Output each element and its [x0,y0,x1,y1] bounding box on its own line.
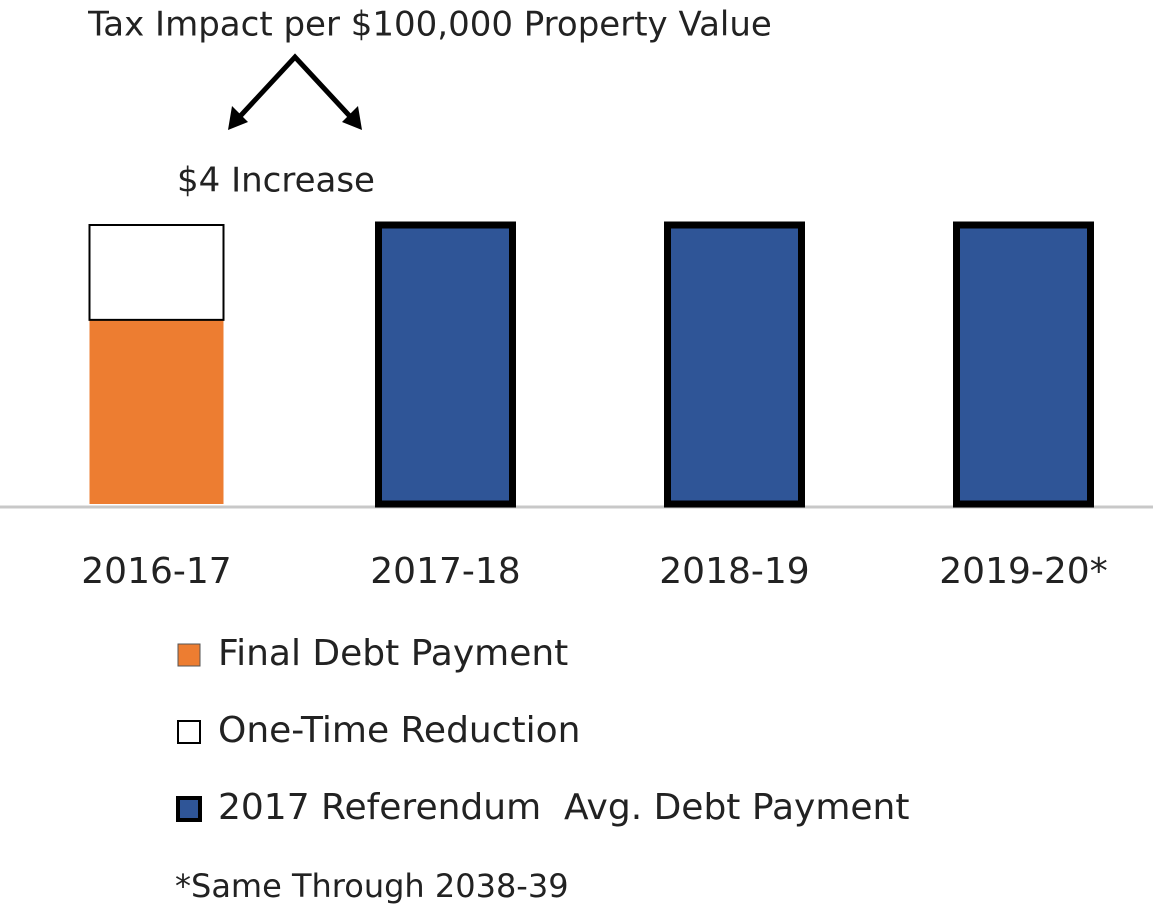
arrow-head-right [342,106,362,130]
x-tick-label: 2018-19 [659,551,809,592]
bar-segment [89,319,224,504]
footnote: *Same Through 2038-39 [175,867,569,905]
legend-label: One-Time Reduction [218,710,581,751]
x-tick-label: 2016-17 [81,551,231,592]
chart-title: Tax Impact per $100,000 Property Value [87,5,772,45]
legend-swatch [176,796,202,822]
bar-segment [664,221,805,508]
arrow-head-left [228,106,248,130]
bar-segment [375,221,516,508]
annotation: $4 Increase [177,161,375,201]
x-tick-label: 2019-20* [939,551,1107,592]
bar-segment [88,224,225,321]
legend-swatch [177,720,201,744]
legend-label: Final Debt Payment [218,633,568,674]
arrow-lines [230,53,360,127]
legend-swatch [177,643,201,667]
bar-segment [953,221,1094,508]
legend-label: 2017 Referendum Avg. Debt Payment [218,787,909,828]
x-tick-label: 2017-18 [370,551,520,592]
